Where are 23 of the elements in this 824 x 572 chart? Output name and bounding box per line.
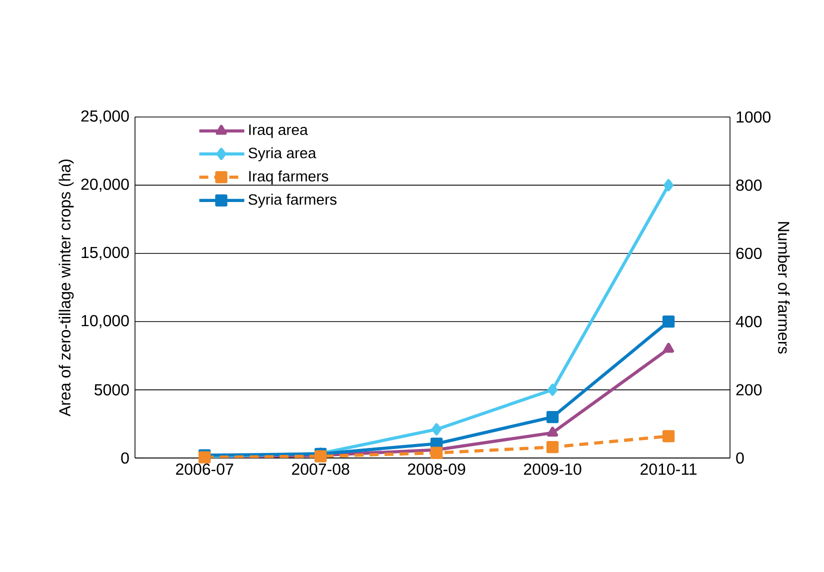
y-tick-label: 0 [121, 452, 129, 464]
x-tick-label: 2006-07 [176, 464, 234, 475]
legend-label: Iraq area [249, 124, 308, 138]
y2-tick-label: 1000 [736, 111, 771, 123]
y2-axis-title: Number of farmers [778, 222, 790, 354]
x-tick-label: 2009-10 [524, 464, 582, 475]
y2-tick-label: 400 [736, 316, 762, 328]
x-tick-label: 2007-08 [292, 464, 350, 475]
y2-tick-label: 600 [736, 248, 762, 260]
x-tick-label: 2008-09 [408, 464, 466, 475]
legend-label: Syria area [248, 147, 316, 162]
x-tick-label: 2010-11 [640, 464, 697, 475]
legend-label: Iraq farmers [249, 170, 328, 185]
y-tick-label: 25,000 [81, 110, 129, 124]
y2-tick-label: 200 [736, 384, 762, 396]
y-axis-title: Area of zero-tillage winter crops (ha) [58, 160, 74, 416]
y2-tick-label: 0 [736, 452, 744, 464]
y-tick-label: 15,000 [82, 246, 129, 260]
y-tick-label: 20,000 [81, 178, 129, 192]
y-tick-label: 5000 [94, 384, 129, 396]
y-tick-label: 10,000 [82, 314, 129, 328]
y2-tick-label: 800 [736, 180, 762, 191]
legend-label: Syria farmers [248, 194, 336, 208]
